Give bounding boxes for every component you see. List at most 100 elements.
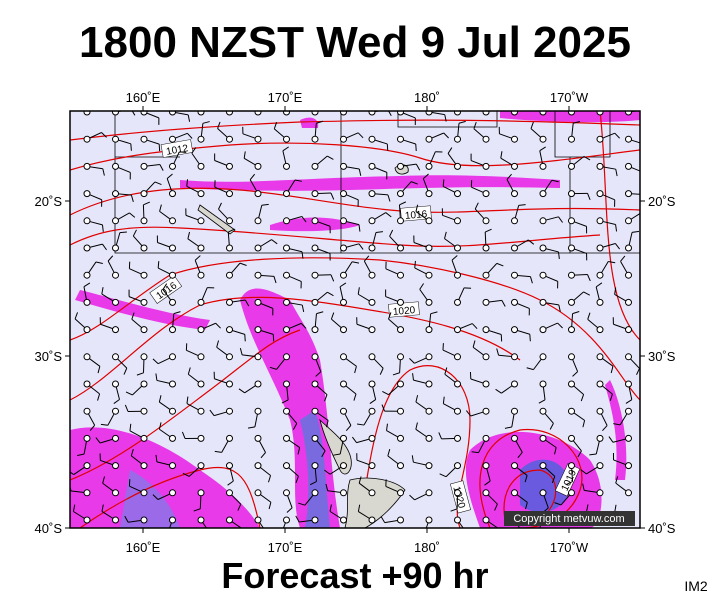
- station: [483, 435, 489, 441]
- station: [483, 136, 489, 142]
- station: [455, 490, 461, 496]
- station: [455, 299, 461, 305]
- station: [198, 463, 204, 469]
- barb-feather: [530, 334, 531, 341]
- station: [426, 327, 432, 333]
- station: [341, 218, 347, 224]
- station: [84, 354, 90, 360]
- station: [170, 435, 176, 441]
- station: [198, 136, 204, 142]
- station: [512, 272, 518, 278]
- station: [597, 435, 603, 441]
- station: [113, 136, 119, 142]
- station: [170, 327, 176, 333]
- station: [170, 354, 176, 360]
- station: [626, 327, 632, 333]
- station: [113, 272, 119, 278]
- station: [398, 490, 404, 496]
- station: [255, 191, 261, 197]
- station: [369, 354, 375, 360]
- station: [455, 245, 461, 251]
- station: [255, 463, 261, 469]
- station: [312, 381, 318, 387]
- station: [312, 299, 318, 305]
- station: [597, 408, 603, 414]
- station: [626, 136, 632, 142]
- station: [341, 490, 347, 496]
- station: [113, 408, 119, 414]
- station: [84, 191, 90, 197]
- station: [227, 354, 233, 360]
- station: [569, 218, 575, 224]
- station: [170, 299, 176, 305]
- top-lon-label: 170˚E: [268, 90, 303, 105]
- station: [141, 327, 147, 333]
- barb-feather: [158, 261, 159, 268]
- station: [198, 245, 204, 251]
- station: [84, 163, 90, 169]
- station: [84, 327, 90, 333]
- station: [540, 136, 546, 142]
- station: [341, 136, 347, 142]
- station: [227, 490, 233, 496]
- station: [569, 327, 575, 333]
- station: [597, 191, 603, 197]
- station: [540, 191, 546, 197]
- station: [369, 299, 375, 305]
- station: [113, 354, 119, 360]
- station: [369, 381, 375, 387]
- station: [113, 191, 119, 197]
- station: [84, 381, 90, 387]
- station: [312, 191, 318, 197]
- station: [284, 408, 290, 414]
- station: [227, 435, 233, 441]
- station: [198, 490, 204, 496]
- station: [284, 163, 290, 169]
- station: [255, 245, 261, 251]
- station: [113, 245, 119, 251]
- station: [341, 354, 347, 360]
- station: [512, 354, 518, 360]
- station: [113, 517, 119, 523]
- station: [597, 299, 603, 305]
- bottom-lon-label: 180˚: [414, 540, 440, 555]
- station: [540, 299, 546, 305]
- station: [369, 272, 375, 278]
- left-lat-label: 40˚S: [35, 521, 63, 536]
- station: [398, 245, 404, 251]
- station: [483, 490, 489, 496]
- station: [455, 327, 461, 333]
- station: [626, 299, 632, 305]
- footer: Forecast +90 hr: [221, 555, 488, 596]
- station: [369, 517, 375, 523]
- station: [626, 435, 632, 441]
- station: [597, 327, 603, 333]
- station: [170, 517, 176, 523]
- station: [626, 381, 632, 387]
- station: [540, 163, 546, 169]
- station: [141, 517, 147, 523]
- station: [569, 191, 575, 197]
- station: [227, 408, 233, 414]
- station: [312, 517, 318, 523]
- station: [540, 408, 546, 414]
- station: [626, 218, 632, 224]
- title: 1800 NZST Wed 9 Jul 2025: [79, 18, 631, 67]
- right-lat-label: 40˚S: [648, 521, 676, 536]
- station: [569, 435, 575, 441]
- station: [398, 191, 404, 197]
- station: [312, 354, 318, 360]
- station: [455, 463, 461, 469]
- station: [540, 490, 546, 496]
- station: [398, 435, 404, 441]
- station: [227, 463, 233, 469]
- station: [398, 299, 404, 305]
- station: [512, 299, 518, 305]
- station: [455, 272, 461, 278]
- station: [198, 327, 204, 333]
- map-area: 1012 1016 1016 1020 1020 1019 Copyright …: [68, 92, 648, 539]
- station: [141, 463, 147, 469]
- station: [84, 517, 90, 523]
- station: [626, 245, 632, 251]
- station: [626, 272, 632, 278]
